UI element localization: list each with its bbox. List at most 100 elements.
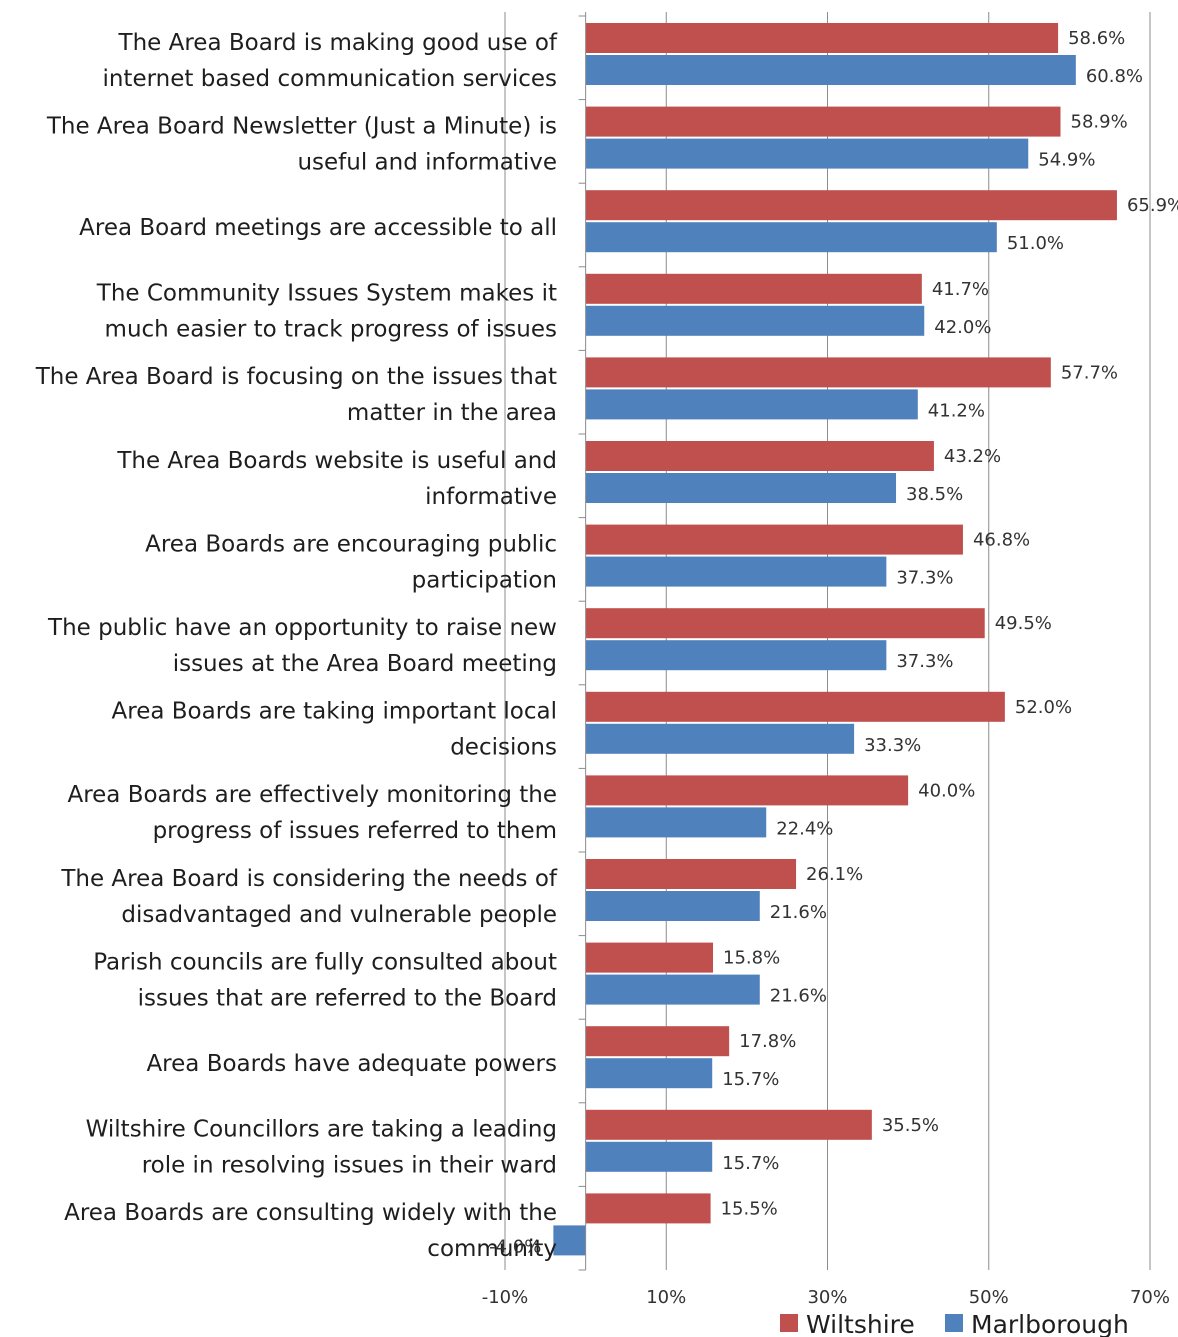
data-label: 51.0% xyxy=(1007,233,1064,254)
category-label: The Area Boards website is useful and xyxy=(116,448,557,474)
bar-wiltshire xyxy=(585,942,714,973)
bar-marlborough xyxy=(585,305,925,336)
category-label: Wiltshire Councillors are taking a leadi… xyxy=(86,1117,557,1143)
category-labels: The Area Board is making good use of inte… xyxy=(35,30,558,1262)
bar-marlborough xyxy=(585,389,918,420)
bar-wiltshire xyxy=(585,273,922,304)
data-label: 60.8% xyxy=(1086,66,1143,87)
legend-label-marlborough: Marlborough xyxy=(971,1310,1129,1337)
data-label: 38.5% xyxy=(906,484,963,505)
bar-wiltshire xyxy=(585,691,1005,722)
data-label: 35.5% xyxy=(882,1115,939,1136)
category-label: The Area Board is considering the needs … xyxy=(60,866,558,892)
legend-swatch-marlborough xyxy=(945,1314,963,1332)
bar-marlborough xyxy=(585,1141,713,1172)
category-label: Area Boards are consulting widely with t… xyxy=(64,1200,557,1226)
category-label: Area Boards are encouraging public xyxy=(145,531,557,557)
value-labels: 58.6% 58.9% 65.9% 41.7% 57.7% 43.2% 46.8% 49.5%… xyxy=(489,28,1178,1257)
category-label: The public have an opportunity to raise … xyxy=(47,615,557,641)
data-label: 21.6% xyxy=(770,902,827,923)
data-label: 22.4% xyxy=(776,818,833,839)
data-label: 46.8% xyxy=(973,530,1030,551)
bar-marlborough xyxy=(585,556,887,587)
data-label: 41.7% xyxy=(932,279,989,300)
category-label: The Area Board is making good use of xyxy=(118,30,558,56)
data-label: 37.3% xyxy=(896,651,953,672)
bar-marlborough xyxy=(585,55,1076,85)
category-label: informative xyxy=(425,484,557,510)
bar-wiltshire xyxy=(585,23,1059,53)
category-label: The Area Board Newsletter (Just a Minute… xyxy=(46,113,557,139)
data-label: 15.7% xyxy=(722,1153,779,1174)
bar-wiltshire xyxy=(585,524,963,555)
data-label: 57.7% xyxy=(1061,362,1118,383)
data-label: 15.5% xyxy=(721,1198,778,1219)
data-label: 21.6% xyxy=(770,986,827,1007)
category-label: Area Boards have adequate powers xyxy=(146,1051,557,1077)
bar-wiltshire xyxy=(585,1026,730,1057)
bar-wiltshire xyxy=(585,1109,872,1140)
bar-marlborough xyxy=(585,640,887,671)
data-label: 58.6% xyxy=(1068,28,1125,49)
bar-marlborough xyxy=(585,807,767,838)
data-label: 15.8% xyxy=(723,948,780,969)
x-tick-label: 70% xyxy=(1130,1287,1170,1308)
legend: Wiltshire Marlborough xyxy=(780,1310,1129,1337)
data-label: 17.8% xyxy=(739,1031,796,1052)
category-label: useful and informative xyxy=(297,149,557,175)
category-label: matter in the area xyxy=(347,400,557,426)
data-label: 33.3% xyxy=(864,735,921,756)
x-axis: -10% 10% 30% 50% 70% xyxy=(482,12,1170,1308)
data-label: 52.0% xyxy=(1015,697,1072,718)
data-label: 42.0% xyxy=(934,317,991,338)
bar-marlborough xyxy=(585,974,760,1005)
category-label: Parish councils are fully consulted abou… xyxy=(93,949,557,975)
bar-wiltshire xyxy=(585,859,797,889)
data-label: 54.9% xyxy=(1038,150,1095,171)
bar-wiltshire xyxy=(585,357,1051,388)
category-label: decisions xyxy=(450,735,557,761)
data-label: 49.5% xyxy=(995,613,1052,634)
bar-marlborough xyxy=(585,473,897,503)
data-label: 15.7% xyxy=(722,1069,779,1090)
category-label: much easier to track progress of issues xyxy=(105,317,557,343)
category-label: Area Board meetings are accessible to al… xyxy=(79,215,557,241)
data-label: 65.9% xyxy=(1127,195,1178,216)
bar-wiltshire xyxy=(585,106,1061,137)
category-label: community xyxy=(427,1236,557,1262)
bar-marlborough xyxy=(585,891,760,921)
category-label: disadvantaged and vulnerable people xyxy=(121,902,557,928)
bar-marlborough xyxy=(553,1225,586,1256)
bar-marlborough xyxy=(585,138,1029,169)
category-label: issues at the Area Board meeting xyxy=(173,651,557,677)
x-tick-label: 30% xyxy=(807,1287,847,1308)
data-label: 26.1% xyxy=(806,864,863,885)
legend-label-wiltshire: Wiltshire xyxy=(806,1310,915,1337)
bar-wiltshire xyxy=(585,608,985,639)
category-label: internet based communication services xyxy=(102,66,557,92)
category-label: issues that are referred to the Board xyxy=(138,985,557,1011)
category-label: Area Boards are taking important local xyxy=(112,699,557,725)
category-label: participation xyxy=(412,567,557,593)
bar-marlborough xyxy=(585,222,997,253)
x-tick-label: 10% xyxy=(646,1287,686,1308)
category-label: progress of issues referred to them xyxy=(153,818,557,844)
category-label: The Area Board is focusing on the issues… xyxy=(35,364,557,390)
bars xyxy=(553,23,1117,1256)
data-label: 43.2% xyxy=(944,446,1001,467)
x-tick-label: -10% xyxy=(482,1287,529,1308)
data-label: -4.0% xyxy=(489,1236,541,1257)
data-label: 40.0% xyxy=(918,780,975,801)
category-label: Area Boards are effectively monitoring t… xyxy=(67,782,557,808)
category-label: The Community Issues System makes it xyxy=(96,281,557,307)
bar-wiltshire xyxy=(585,1193,711,1224)
bar-wiltshire xyxy=(585,190,1117,221)
bar-wiltshire xyxy=(585,775,909,806)
x-tick-label: 50% xyxy=(969,1287,1009,1308)
data-label: 41.2% xyxy=(928,400,985,421)
category-label: role in resolving issues in their ward xyxy=(142,1153,557,1179)
bar-wiltshire xyxy=(585,441,934,471)
bar-marlborough xyxy=(585,1058,713,1089)
data-label: 37.3% xyxy=(896,568,953,589)
